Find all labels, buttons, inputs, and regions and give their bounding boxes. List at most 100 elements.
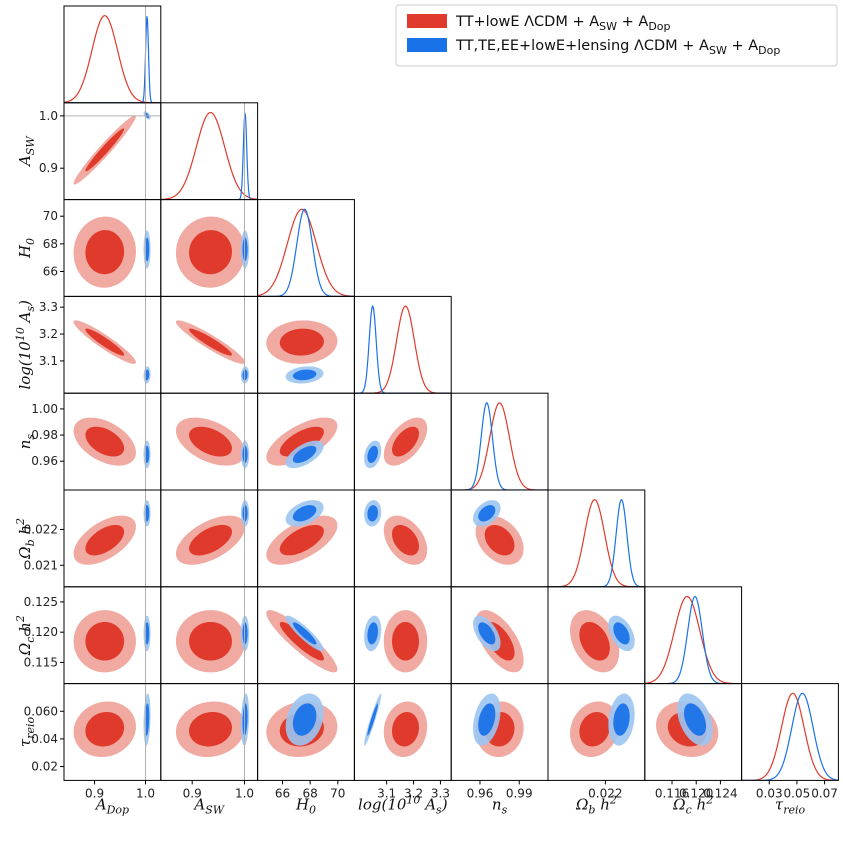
panel-omch2-vs-logA bbox=[364, 610, 428, 673]
x-tick-label-logA: 3.2 bbox=[404, 786, 423, 800]
x-tick-label-ns: 0.96 bbox=[467, 786, 494, 800]
contour-68-blue bbox=[242, 505, 248, 522]
y-tick-label-ombh2: 0.021 bbox=[24, 558, 58, 572]
marginal-curve-tau-red bbox=[741, 692, 839, 781]
panel-tau-vs-A_SW bbox=[175, 683, 250, 781]
panel-ns-vs-logA bbox=[364, 417, 428, 469]
contour-68-red bbox=[579, 621, 610, 661]
marginal-curve-ombh2-red bbox=[548, 499, 645, 587]
contour-68-red bbox=[85, 621, 125, 661]
contour-68-red bbox=[85, 128, 125, 172]
contour-68-red bbox=[392, 712, 419, 747]
y-tick-label-omch2: 0.120 bbox=[24, 625, 58, 639]
contour-68-red bbox=[189, 328, 232, 356]
panels-layer bbox=[60, 5, 839, 785]
contour-68-red bbox=[579, 712, 610, 747]
y-tick-label-logA: 3.2 bbox=[39, 327, 58, 341]
y-tick-label-ombh2: 0.022 bbox=[24, 522, 58, 536]
contour-68-blue bbox=[242, 237, 248, 262]
contour-68-red bbox=[484, 524, 515, 556]
panel-A_SW-vs-A_SW bbox=[160, 102, 258, 200]
labels-layer: 0.9 1.0 66 68 70 3.1 3.2 3.3 0.96 0.98 1.00 0.021 0.… bbox=[14, 109, 838, 817]
panel-omch2-vs-omch2 bbox=[644, 595, 742, 684]
panel-omch2-vs-H0 bbox=[266, 610, 338, 673]
y-tick-label-logA: 3.1 bbox=[39, 354, 58, 368]
contour-68-blue bbox=[613, 622, 630, 645]
marginal-curve-A_SW-blue bbox=[160, 112, 258, 200]
y-tick-label-ns: 1.00 bbox=[31, 402, 58, 416]
panel-tau-vs-ns bbox=[473, 693, 524, 757]
y-axis-label-H0: H0 bbox=[16, 238, 37, 259]
panel-ombh2-vs-ns bbox=[473, 500, 524, 565]
y-tick-label-H0: 70 bbox=[43, 209, 58, 223]
contour-68-red bbox=[189, 621, 232, 661]
panel-H0-vs-A_SW bbox=[175, 199, 250, 297]
y-tick-label-H0: 68 bbox=[43, 237, 58, 251]
panel-omch2-vs-A_SW bbox=[175, 586, 250, 684]
panel-ns-vs-H0 bbox=[266, 417, 338, 469]
panel-omch2-vs-A_Dop bbox=[73, 586, 151, 684]
panel-ns-vs-A_SW bbox=[175, 393, 250, 490]
panel-A_SW-vs-A_Dop bbox=[64, 102, 161, 200]
y-tick-label-tau: 0.04 bbox=[31, 732, 58, 746]
x-tick-label-omch2: 0.120 bbox=[679, 786, 713, 800]
x-axis-label-A_SW: ASW bbox=[192, 795, 225, 816]
panel-tau-vs-ombh2 bbox=[570, 693, 635, 757]
legend-box bbox=[395, 4, 838, 67]
panel-frame bbox=[644, 586, 743, 685]
contour-68-blue bbox=[683, 703, 707, 736]
y-tick-label-omch2: 0.115 bbox=[24, 655, 58, 669]
x-axis-label-A_Dop: ADop bbox=[94, 795, 129, 816]
panel-tau-vs-H0 bbox=[266, 693, 338, 757]
contour-68-blue bbox=[367, 505, 378, 522]
y-tick-label-A_SW: 0.9 bbox=[39, 161, 58, 175]
x-tick-label-tau: 0.05 bbox=[784, 786, 811, 800]
contour-68-blue bbox=[242, 703, 248, 736]
x-tick-label-H0: 68 bbox=[303, 786, 318, 800]
y-tick-label-logA: 3.3 bbox=[39, 300, 58, 314]
panel-H0-vs-A_Dop bbox=[73, 199, 151, 297]
contour-68-red bbox=[85, 426, 125, 457]
y-axis-label-omch2: Ωc h2 bbox=[14, 615, 37, 656]
x-axis-label-ns: ns bbox=[492, 795, 508, 816]
panel-logA-vs-H0 bbox=[266, 320, 338, 384]
x-axis-label-ombh2: Ωb h2 bbox=[575, 793, 617, 816]
contour-68-blue bbox=[242, 622, 248, 645]
panel-logA-vs-logA bbox=[354, 304, 452, 394]
contour-68-blue bbox=[478, 703, 496, 736]
x-axis-label-tau: τreio bbox=[775, 795, 806, 816]
y-axis-label-ns: ns bbox=[16, 434, 37, 450]
y-tick-label-tau: 0.060 bbox=[24, 704, 58, 718]
marginal-curve-H0-blue bbox=[257, 208, 355, 297]
legend-label: TT+lowE ΛCDM + ASW + ADop bbox=[455, 14, 671, 33]
panel-H0-vs-H0 bbox=[257, 208, 355, 297]
marginal-curve-A_Dop-red bbox=[64, 15, 161, 103]
x-tick-label-ns: 0.99 bbox=[506, 786, 533, 800]
y-axis-label-A_SW: ASW bbox=[16, 135, 37, 168]
x-tick-label-omch2: 0.116 bbox=[655, 786, 689, 800]
panel-logA-vs-A_Dop bbox=[73, 296, 151, 394]
panel-ombh2-vs-ombh2 bbox=[548, 499, 645, 587]
contour-68-red bbox=[85, 328, 125, 356]
panel-ombh2-vs-A_SW bbox=[175, 490, 250, 587]
panel-tau-vs-logA bbox=[364, 693, 428, 757]
x-tick-label-A_SW: 1.0 bbox=[235, 786, 254, 800]
marginal-curve-tau-blue bbox=[741, 692, 839, 781]
panel-ombh2-vs-H0 bbox=[266, 500, 338, 565]
x-tick-label-A_Dop: 1.0 bbox=[136, 786, 155, 800]
marginal-curve-H0-red bbox=[257, 208, 355, 297]
contour-68-blue bbox=[292, 505, 317, 522]
contour-68-blue bbox=[367, 445, 378, 463]
legend-swatch bbox=[407, 38, 447, 52]
contour-68-blue bbox=[292, 703, 317, 736]
panel-omch2-vs-ns bbox=[473, 610, 524, 673]
legend-swatch bbox=[407, 14, 447, 28]
contour-68-red bbox=[189, 230, 232, 275]
contour-68-blue bbox=[292, 369, 317, 381]
contour-68-blue bbox=[478, 622, 496, 645]
contour-68-blue bbox=[613, 703, 630, 736]
y-tick-label-A_SW: 1.0 bbox=[39, 109, 58, 123]
contour-68-red bbox=[189, 524, 232, 556]
x-tick-label-tau: 0.07 bbox=[811, 786, 838, 800]
y-tick-label-ns: 0.96 bbox=[31, 454, 58, 468]
